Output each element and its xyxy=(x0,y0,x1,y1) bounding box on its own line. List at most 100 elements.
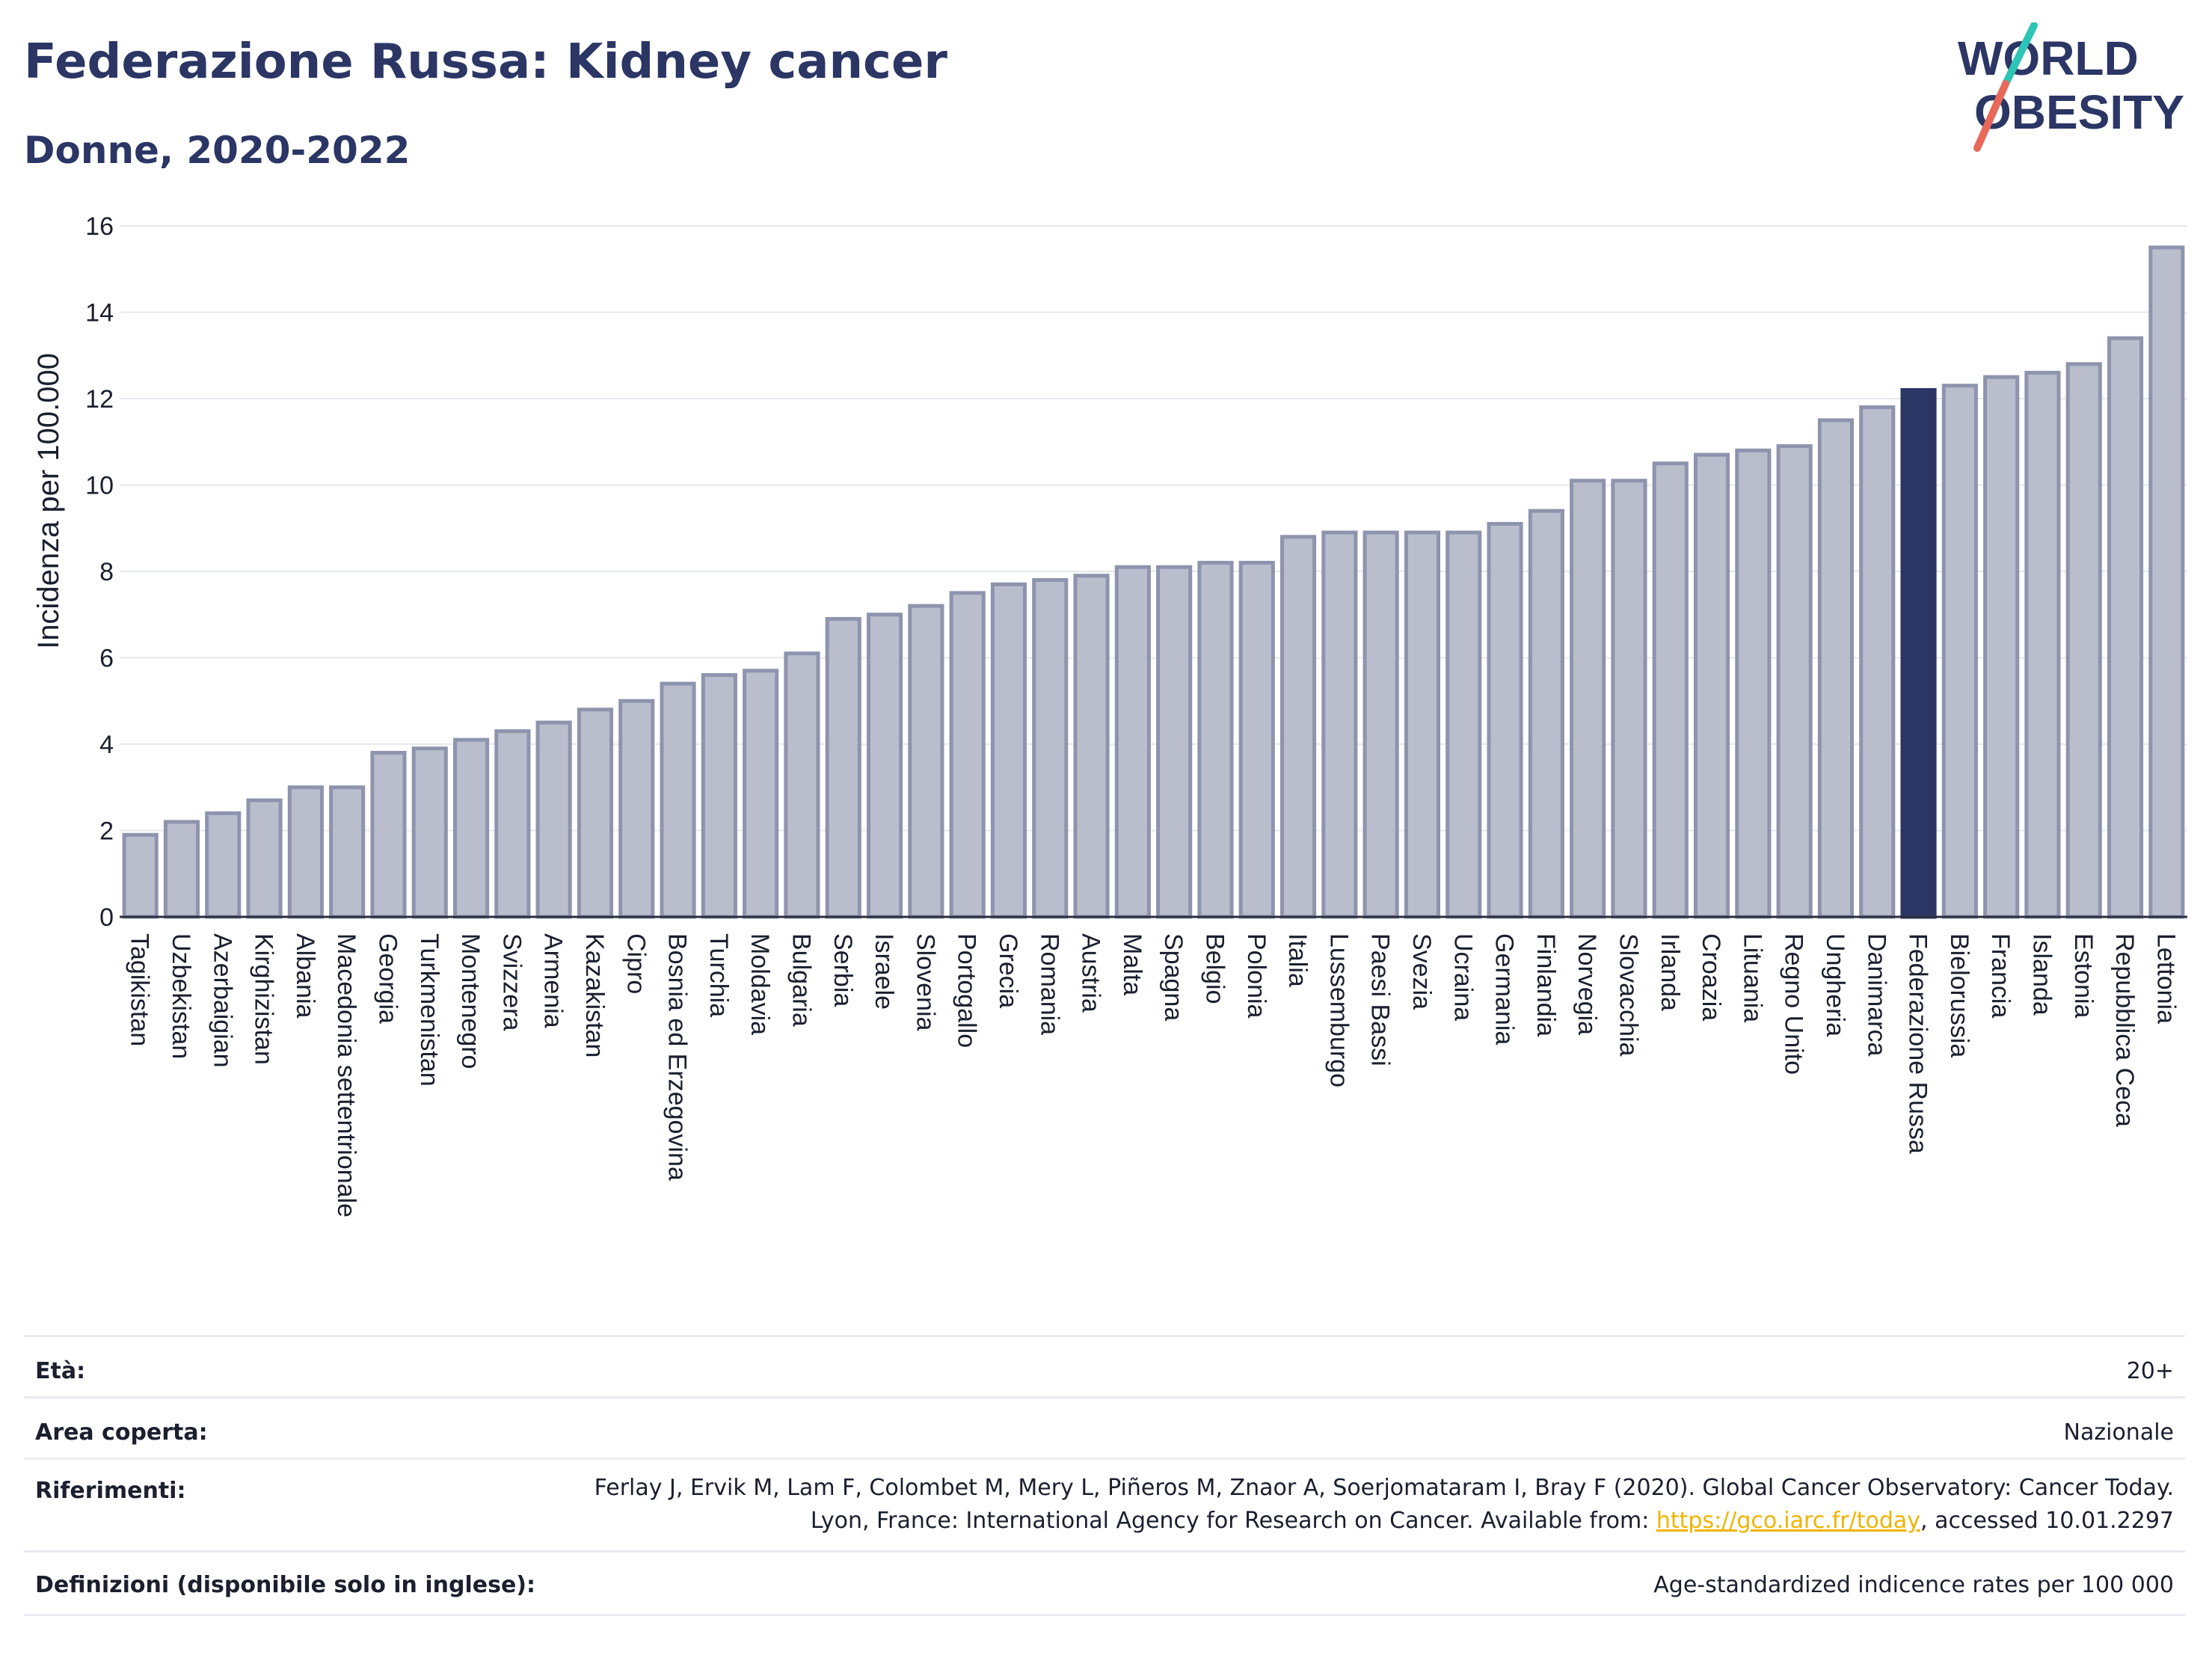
bar xyxy=(2148,245,2185,919)
bar xyxy=(1238,560,1275,919)
y-tick-labels: 0 2 4 6 8 10 12 14 16 xyxy=(85,212,114,932)
bar xyxy=(1693,452,1730,919)
bar xyxy=(1197,560,1234,919)
x-tick-label: Repubblica Ceca xyxy=(2110,933,2139,1127)
bar xyxy=(1032,578,1069,919)
logo-line1: WORLD xyxy=(1958,31,2139,85)
y-tick-label: 2 xyxy=(99,817,114,846)
bar xyxy=(122,832,159,919)
references-text: Ferlay J, Ervik M, Lam F, Colombet M, Me… xyxy=(594,1475,2174,1534)
x-tick-label: Serbia xyxy=(829,933,857,1007)
logo-line2: OBESITY xyxy=(1974,85,2184,139)
bar-highlighted xyxy=(1900,387,1937,919)
y-tick-label: 6 xyxy=(99,645,114,673)
bar xyxy=(743,669,779,919)
bar xyxy=(287,785,324,919)
bar xyxy=(1611,479,1647,919)
x-tick-label: Danimarca xyxy=(1862,933,1890,1056)
bar xyxy=(494,729,531,919)
references-link[interactable]: https://gco.iarc.fr/today xyxy=(1656,1508,1921,1534)
definitions-label: Definizioni (disponibile solo in inglese… xyxy=(35,1572,535,1598)
x-tick-label: Moldavia xyxy=(746,933,774,1035)
x-tick-label: Uzbekistan xyxy=(167,933,195,1059)
bar xyxy=(452,737,490,919)
bar xyxy=(1446,530,1482,919)
bar xyxy=(660,681,696,919)
x-tick-label: Turchia xyxy=(704,933,733,1017)
y-tick-label: 0 xyxy=(99,903,114,932)
bar xyxy=(2107,336,2144,919)
y-tick-label: 8 xyxy=(99,558,114,586)
x-tick-label: Portogallo xyxy=(953,933,981,1048)
chart-title: Federazione Russa: Kidney cancer xyxy=(24,34,947,90)
bar xyxy=(784,651,820,919)
y-tick-label: 10 xyxy=(85,472,114,500)
y-axis-label: Incidenza per 100.000 xyxy=(32,353,65,649)
bar xyxy=(246,798,283,919)
bar xyxy=(329,785,366,919)
x-tick-label: Svezia xyxy=(1407,933,1436,1010)
x-tick-label: Estonia xyxy=(2069,933,2098,1018)
bar xyxy=(1735,448,1772,919)
bar xyxy=(618,698,655,919)
bar xyxy=(1941,384,1978,919)
bar xyxy=(1652,461,1689,919)
bar xyxy=(1983,375,2020,919)
x-tick-label: Slovacchia xyxy=(1614,933,1642,1057)
x-tick-label: Irlanda xyxy=(1656,933,1684,1011)
x-tick-label: Ungheria xyxy=(1821,933,1849,1037)
bar xyxy=(1321,530,1358,919)
x-tick-label: Georgia xyxy=(373,933,402,1024)
x-tick-label: Kazakistan xyxy=(580,933,609,1057)
x-tick-label: Federazione Russa xyxy=(1904,933,1932,1154)
x-tick-label: Turkmenistan xyxy=(415,933,443,1087)
x-tick-label: Islanda xyxy=(2027,933,2056,1016)
world-obesity-logo: WORLD OBESITY xyxy=(1958,22,2184,152)
x-tick-label: Bosnia ed Erzegovina xyxy=(663,933,692,1181)
x-tick-label: Germania xyxy=(1490,933,1519,1045)
bar xyxy=(1114,565,1151,919)
x-tick-label: Italia xyxy=(1283,933,1312,987)
x-tick-label: Spagna xyxy=(1159,933,1188,1021)
bar xyxy=(908,604,944,919)
bar xyxy=(1528,509,1564,919)
bar xyxy=(205,811,242,919)
x-tick-label: Finlandia xyxy=(1531,933,1560,1037)
logo-slash-bottom xyxy=(1973,80,2009,152)
y-tick-label: 14 xyxy=(85,299,114,328)
x-tick-label: Lussemburgo xyxy=(1324,933,1353,1087)
x-tick-label: Bielorussia xyxy=(1945,933,1973,1057)
bar xyxy=(990,582,1027,919)
bars xyxy=(120,245,2187,919)
bar xyxy=(825,617,861,919)
bar xyxy=(1776,444,1813,919)
bar xyxy=(411,746,448,919)
x-tick-label: Ucraina xyxy=(1448,933,1477,1021)
x-tick-label: Romania xyxy=(1035,933,1063,1035)
x-tick-label: Regno Unito xyxy=(1780,933,1808,1075)
x-tick-label: Cipro xyxy=(621,933,650,994)
references-label: Riferimenti: xyxy=(35,1478,186,1504)
bar xyxy=(2024,370,2061,919)
x-tick-label: Croazia xyxy=(1697,933,1725,1021)
logo-slash-top xyxy=(2002,22,2038,87)
x-tick-label: Israele xyxy=(870,933,898,1010)
bar xyxy=(1279,535,1317,919)
x-tick-label: Lituania xyxy=(1738,933,1766,1022)
age-value: 20+ xyxy=(2126,1358,2174,1384)
metadata-table: Età: 20+ Area coperta: Nazionale Riferim… xyxy=(24,1335,2185,1619)
bar xyxy=(2065,362,2102,919)
x-tick-label: Austria xyxy=(1077,933,1105,1013)
x-tick-label: Svizzera xyxy=(497,933,526,1031)
meta-row-definitions: Definizioni (disponibile solo in inglese… xyxy=(24,1550,2185,1616)
x-tick-label: Albania xyxy=(291,933,319,1019)
chart-subtitle: Donne, 2020-2022 xyxy=(24,129,411,172)
x-tick-label: Paesi Bassi xyxy=(1366,933,1395,1066)
bar xyxy=(949,591,986,919)
bar xyxy=(1404,530,1441,919)
y-tick-label: 4 xyxy=(99,731,114,759)
age-label: Età: xyxy=(35,1358,86,1384)
x-tick-labels: Tagikistan Uzbekistan Azerbaigian Kirghizis… xyxy=(126,933,2181,1218)
area-value: Nazionale xyxy=(2063,1419,2174,1446)
meta-row-age: Età: 20+ xyxy=(24,1335,2185,1398)
